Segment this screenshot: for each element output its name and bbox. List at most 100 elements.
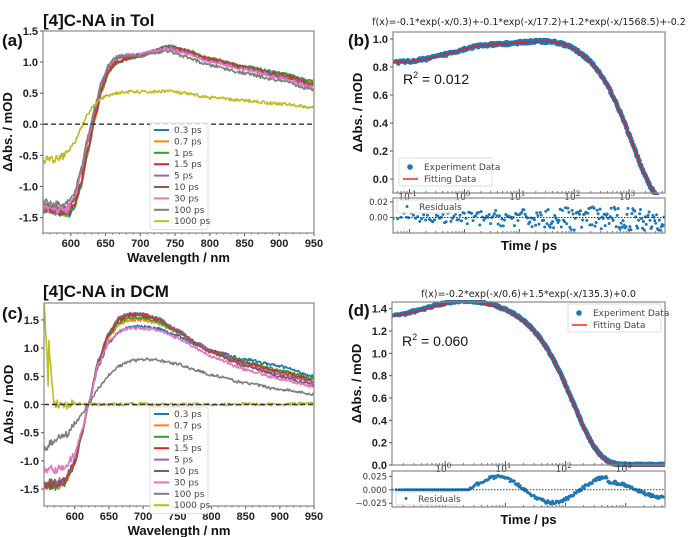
y-tick-label: 1.0 — [23, 57, 38, 69]
residual-point — [538, 211, 542, 214]
residual-point — [489, 222, 492, 226]
x-tick-label: 850 — [235, 238, 253, 250]
y-axis-label: ΔAbs. / mOD — [1, 365, 16, 444]
legend-label: Fitting Data — [593, 321, 645, 331]
y-tick-label: 1.0 — [373, 34, 388, 46]
residual-point — [633, 209, 637, 213]
residual-point — [498, 214, 501, 218]
residuals-plot: −0.025 0.000 0.025 Residuals — [356, 470, 666, 509]
residual-point — [566, 206, 570, 210]
panel-a: [4]C-NA in Tol (a) 600 650 700 750 800 850 900 95… — [0, 11, 323, 265]
y-tick-label: 0.6 — [372, 393, 387, 405]
residual-point — [596, 212, 600, 216]
y-tick-label: 0.5 — [24, 371, 39, 383]
residual-point — [566, 497, 570, 501]
residual-y-tick-label: 0.00 — [369, 213, 388, 223]
x-tick-label: 800 — [201, 238, 219, 250]
residual-point — [646, 213, 650, 217]
residual-point — [594, 221, 598, 224]
x-tick-label: 103 — [619, 190, 635, 203]
residual-point — [615, 213, 619, 217]
residual-point — [470, 211, 474, 215]
panel-b: f(x)=-0.1*exp(-x/0.3)+-0.1*exp(-x/17.2)+… — [348, 17, 686, 253]
residual-point — [422, 213, 426, 217]
residual-point — [579, 209, 582, 213]
legend-marker-dot — [576, 310, 582, 316]
residual-point — [658, 228, 662, 232]
residual-point — [641, 220, 645, 223]
residual-point — [650, 225, 654, 229]
residual-point — [571, 212, 575, 216]
experiment-point — [659, 198, 664, 203]
legend-label: 100 ps — [174, 490, 205, 500]
panel-label: (b) — [348, 31, 370, 50]
x-tick-label: 850 — [236, 511, 254, 523]
series-line-1000-ps — [44, 303, 314, 410]
x-tick-label: 101 — [495, 462, 511, 475]
residual-point — [607, 222, 611, 225]
residual-point — [530, 225, 534, 229]
x-tick-label: 900 — [270, 238, 288, 250]
residual-point — [399, 215, 403, 219]
x-tick-label: 950 — [305, 238, 323, 250]
residual-point — [436, 214, 440, 218]
residual-point — [611, 218, 615, 222]
residual-point — [523, 212, 527, 216]
residual-point — [638, 212, 642, 216]
residual-point — [639, 208, 642, 211]
residual-point — [522, 208, 526, 212]
residual-point — [444, 220, 448, 224]
x-tick-label: 950 — [305, 511, 323, 523]
residual-point — [551, 220, 554, 224]
y-tick-label: 0.4 — [373, 118, 389, 130]
residual-point — [559, 225, 563, 229]
residual-point — [500, 217, 504, 221]
residual-point — [516, 219, 520, 222]
residual-point — [449, 219, 453, 223]
residual-point — [653, 219, 657, 223]
residual-point — [597, 217, 601, 221]
residual-point — [420, 217, 424, 221]
residual-point — [592, 206, 596, 210]
residual-point — [585, 218, 589, 222]
residual-point — [458, 213, 462, 217]
residual-point — [546, 208, 550, 212]
residual-point — [552, 226, 556, 230]
residual-point — [572, 493, 576, 497]
panel-title: [4]C-NA in DCM — [43, 282, 169, 301]
residual-point — [557, 219, 561, 222]
residual-point — [634, 215, 638, 219]
residual-legend-box — [395, 491, 459, 506]
x-tick-label: 650 — [96, 238, 114, 250]
residual-point — [563, 220, 567, 224]
residual-point — [655, 213, 659, 217]
residual-point — [492, 477, 496, 481]
panel-c: [4]C-NA in DCM(c)600 650 700 750 800 850 900 95… — [1, 282, 323, 537]
residual-point — [516, 482, 520, 486]
residual-point — [624, 225, 628, 229]
legend-label: 1000 ps — [174, 501, 210, 511]
y-tick-label: 0.0 — [24, 400, 39, 412]
y-axis-label: ΔAbs. / mOD — [349, 344, 364, 423]
residual-point — [537, 222, 541, 226]
residual-legend-label: Residuals — [419, 203, 462, 213]
residual-point — [593, 224, 597, 228]
residual-point — [471, 219, 475, 223]
residual-point — [503, 218, 506, 222]
legend-label: 30 ps — [174, 478, 199, 488]
residual-frame — [391, 470, 666, 508]
fit-formula: f(x)=-0.2*exp(-x/0.6)+1.5*exp(-x/135.3)+… — [421, 289, 636, 300]
residual-point — [465, 222, 469, 226]
residual-point — [567, 210, 571, 214]
y-tick-label: -1.5 — [19, 212, 38, 224]
y-tick-label: 1.4 — [372, 304, 388, 316]
residual-point — [581, 218, 585, 222]
residual-point — [520, 211, 524, 214]
residual-point — [655, 494, 659, 498]
residual-point — [512, 224, 516, 228]
x-axis-label: Time / ps — [501, 238, 557, 253]
residual-point — [636, 226, 640, 230]
residual-points — [393, 205, 665, 232]
residual-point — [518, 484, 522, 488]
